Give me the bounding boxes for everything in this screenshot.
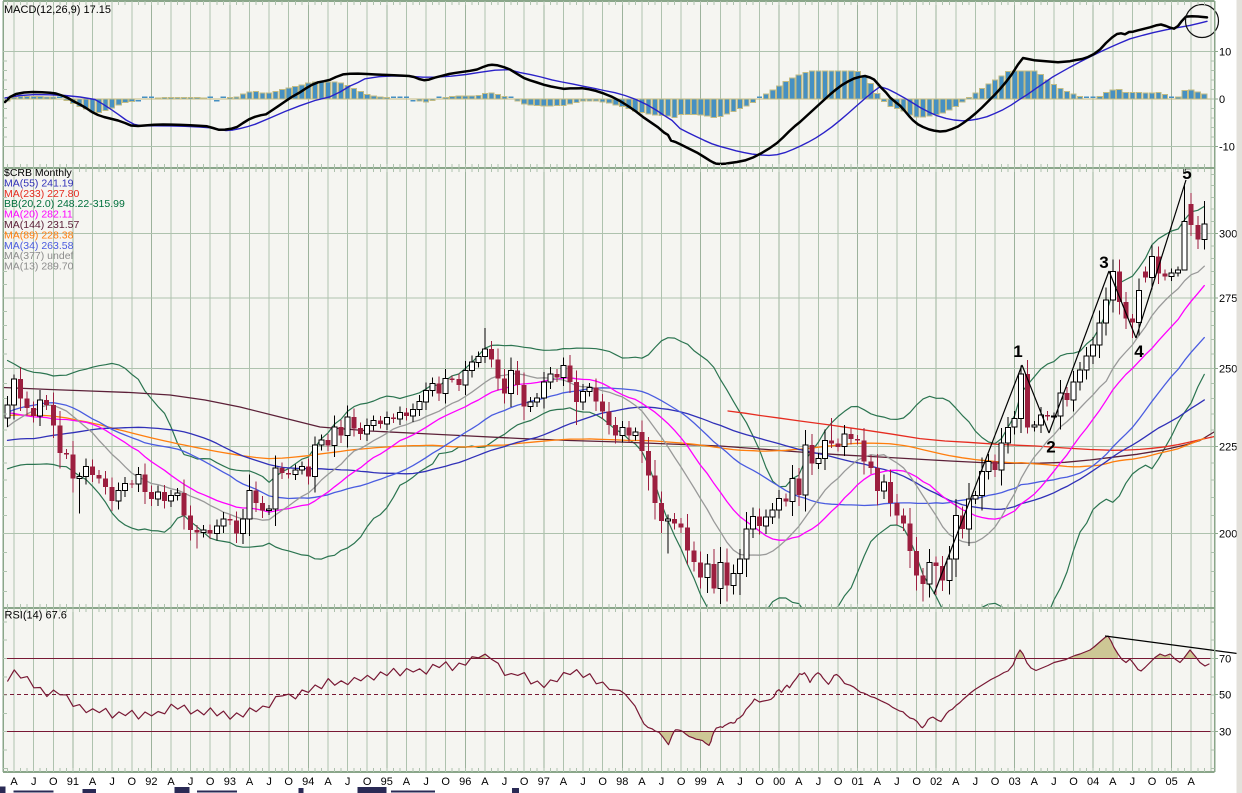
svg-text:10: 10 — [1219, 47, 1231, 59]
svg-text:50: 50 — [1219, 690, 1231, 702]
svg-text:O: O — [912, 776, 921, 788]
svg-text:200: 200 — [1219, 529, 1237, 541]
svg-text:MA(233) 227.80: MA(233) 227.80 — [4, 188, 79, 200]
svg-text:A: A — [403, 776, 411, 788]
svg-text:A: A — [952, 776, 960, 788]
svg-text:2: 2 — [1046, 438, 1055, 457]
svg-text:A: A — [717, 776, 725, 788]
svg-text:30: 30 — [1219, 727, 1231, 739]
svg-text:J: J — [580, 776, 586, 788]
svg-text:MA(20) 282.11: MA(20) 282.11 — [4, 209, 73, 221]
svg-text:MA(377) undef: MA(377) undef — [4, 250, 74, 262]
svg-text:5: 5 — [1182, 164, 1191, 183]
svg-text:J: J — [659, 776, 665, 788]
svg-text:O: O — [128, 776, 137, 788]
svg-text:O: O — [755, 776, 764, 788]
svg-text:1: 1 — [1013, 342, 1022, 361]
svg-text:MA(55) 241.19: MA(55) 241.19 — [4, 177, 74, 189]
svg-text:99: 99 — [695, 776, 707, 788]
svg-text:250: 250 — [1219, 363, 1237, 375]
svg-text:97: 97 — [538, 776, 550, 788]
svg-text:$CRB Monthly: $CRB Monthly — [4, 167, 72, 179]
svg-text:A: A — [1188, 776, 1196, 788]
svg-text:4: 4 — [1134, 342, 1144, 361]
svg-text:A: A — [324, 776, 332, 788]
svg-text:J: J — [737, 776, 743, 788]
svg-text:J: J — [1130, 776, 1136, 788]
svg-text:O: O — [441, 776, 450, 788]
svg-text:3: 3 — [1099, 253, 1108, 272]
svg-text:J: J — [31, 776, 37, 788]
svg-text:225: 225 — [1219, 441, 1237, 453]
svg-text:O: O — [284, 776, 293, 788]
svg-text:J: J — [973, 776, 979, 788]
svg-text:03: 03 — [1009, 776, 1021, 788]
svg-text:05: 05 — [1165, 776, 1177, 788]
svg-text:01: 01 — [852, 776, 864, 788]
svg-text:O: O — [206, 776, 215, 788]
svg-text:98: 98 — [616, 776, 628, 788]
svg-text:A: A — [1109, 776, 1117, 788]
svg-text:O: O — [363, 776, 372, 788]
svg-text:0: 0 — [1219, 94, 1225, 106]
svg-text:A: A — [10, 776, 18, 788]
svg-text:04: 04 — [1087, 776, 1099, 788]
svg-text:93: 93 — [224, 776, 236, 788]
svg-text:O: O — [1069, 776, 1078, 788]
svg-text:02: 02 — [930, 776, 942, 788]
svg-text:O: O — [598, 776, 607, 788]
svg-text:-10: -10 — [1219, 142, 1235, 154]
svg-text:J: J — [109, 776, 115, 788]
svg-text:MA(89) 228.38: MA(89) 228.38 — [4, 229, 74, 241]
svg-text:A: A — [89, 776, 97, 788]
svg-text:A: A — [874, 776, 882, 788]
svg-text:O: O — [1148, 776, 1157, 788]
svg-text:A: A — [560, 776, 568, 788]
svg-text:O: O — [834, 776, 843, 788]
svg-text:MA(144) 231.57: MA(144) 231.57 — [4, 219, 79, 231]
svg-text:95: 95 — [381, 776, 393, 788]
svg-text:J: J — [423, 776, 429, 788]
svg-text:A: A — [481, 776, 489, 788]
svg-text:00: 00 — [773, 776, 785, 788]
svg-text:O: O — [520, 776, 529, 788]
svg-text:J: J — [894, 776, 900, 788]
svg-text:91: 91 — [67, 776, 79, 788]
svg-text:A: A — [1031, 776, 1039, 788]
svg-text:MA(13) 289.70: MA(13) 289.70 — [4, 261, 74, 273]
svg-text:92: 92 — [145, 776, 157, 788]
svg-text:MA(34) 263.58: MA(34) 263.58 — [4, 240, 74, 252]
svg-text:O: O — [677, 776, 686, 788]
svg-text:70: 70 — [1219, 654, 1231, 666]
svg-text:96: 96 — [459, 776, 471, 788]
svg-text:RSI(14) 67.6: RSI(14) 67.6 — [5, 610, 67, 622]
svg-text:J: J — [188, 776, 194, 788]
svg-text:94: 94 — [302, 776, 314, 788]
svg-text:275: 275 — [1219, 293, 1237, 305]
svg-text:O: O — [49, 776, 58, 788]
svg-text:J: J — [345, 776, 351, 788]
svg-text:J: J — [266, 776, 272, 788]
svg-text:O: O — [991, 776, 1000, 788]
svg-text:J: J — [1051, 776, 1057, 788]
svg-text:A: A — [795, 776, 803, 788]
svg-text:A: A — [638, 776, 646, 788]
svg-text:BB(20,2.0) 248.22-315.99: BB(20,2.0) 248.22-315.99 — [4, 198, 125, 210]
svg-text:J: J — [816, 776, 822, 788]
svg-text:A: A — [167, 776, 175, 788]
svg-text:300: 300 — [1219, 229, 1237, 241]
svg-text:A: A — [246, 776, 254, 788]
svg-text:MACD(12,26,9) 17.15: MACD(12,26,9) 17.15 — [4, 4, 111, 16]
svg-text:J: J — [502, 776, 508, 788]
